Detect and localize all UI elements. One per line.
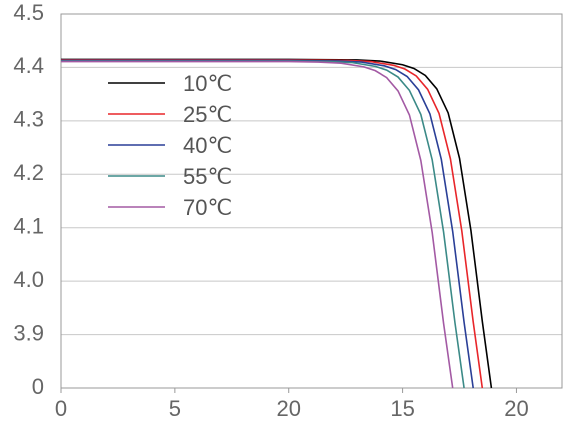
legend-label: 70℃	[183, 195, 232, 220]
y-tick-label: 0	[32, 374, 44, 399]
legend-label: 40℃	[183, 133, 232, 158]
series-line	[61, 60, 454, 389]
y-tick-label: 3.9	[13, 320, 44, 345]
legend-label: 10℃	[183, 71, 232, 96]
series-line	[61, 59, 474, 389]
x-tick-label: 20	[276, 396, 300, 421]
y-tick-label: 4.5	[13, 0, 44, 25]
legend-label: 25℃	[183, 102, 232, 127]
legend-label: 55℃	[183, 164, 232, 189]
y-tick-label: 4.2	[13, 160, 44, 185]
plot-frame	[60, 13, 563, 389]
series-line	[61, 60, 465, 389]
y-tick-label: 4.1	[13, 214, 44, 239]
y-tick-label: 4.3	[13, 107, 44, 132]
x-tick-label: 20	[504, 396, 528, 421]
y-tick-label: 4.4	[13, 53, 44, 78]
x-tick-label: 0	[55, 396, 67, 421]
y-tick-label: 4.0	[13, 267, 44, 292]
x-tick-label: 5	[169, 396, 181, 421]
x-tick-label: 15	[390, 396, 414, 421]
